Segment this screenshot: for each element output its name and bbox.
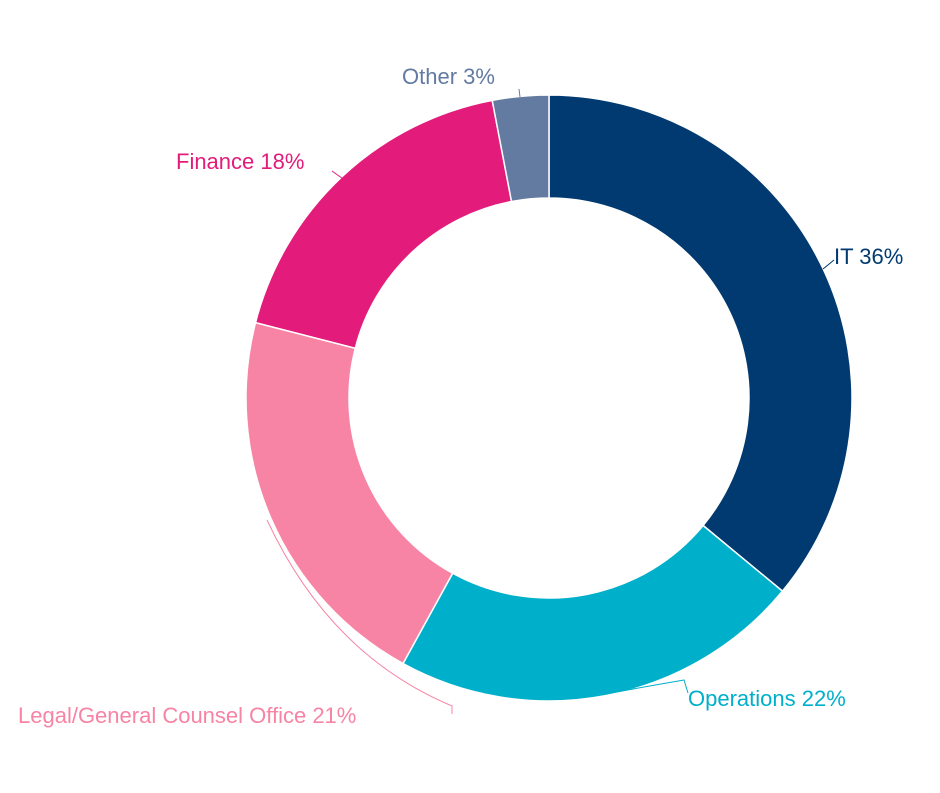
slice-label-legal-general-counsel-office: Legal/General Counsel Office 21% — [18, 703, 356, 728]
slice-finance — [254, 99, 513, 350]
leader-line-it — [822, 259, 835, 270]
labels-layer: IT 36% Operations 22% Legal/General Counse… — [18, 64, 903, 728]
leader-line-operations — [605, 679, 689, 695]
leader-line-finance — [331, 170, 347, 182]
slice-other — [491, 94, 550, 203]
slices-layer — [245, 94, 853, 702]
slice-it — [548, 94, 853, 593]
leader-lines-layer — [266, 88, 835, 714]
slice-label-other: Other 3% — [402, 64, 495, 89]
slice-legal-general-counsel-office — [245, 321, 454, 665]
slice-label-operations: Operations 22% — [688, 686, 846, 711]
slice-label-finance: Finance 18% — [176, 149, 304, 174]
slice-label-it: IT 36% — [834, 244, 903, 269]
leader-line-other — [518, 88, 521, 98]
leader-line-legal-general-counsel-office — [266, 519, 453, 714]
slice-operations — [402, 524, 784, 702]
